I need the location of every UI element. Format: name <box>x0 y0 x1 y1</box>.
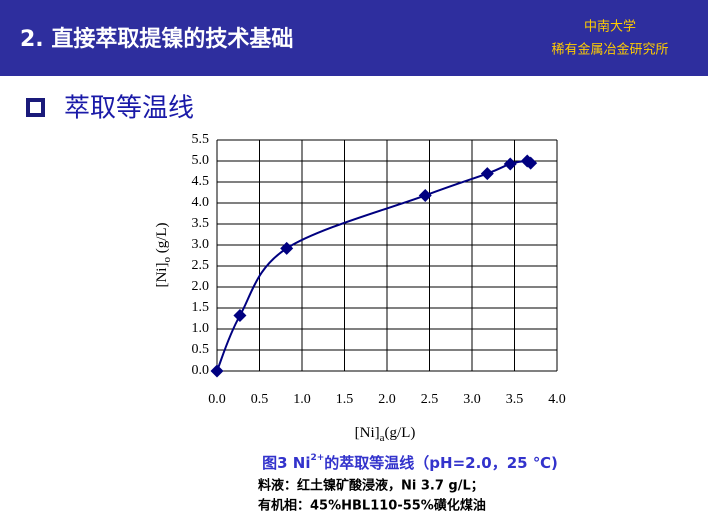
slide-title: 2. 直接萃取提镍的技术基础 <box>20 26 293 52</box>
y-tick-label: 1.5 <box>192 300 210 315</box>
y-tick-label: 0.5 <box>192 342 210 357</box>
x-tick-label: 2.0 <box>378 392 396 407</box>
y-tick-label: 2.0 <box>192 279 210 294</box>
y-tick-label: 1.0 <box>192 321 210 336</box>
note: 料液：红土镍矿酸浸液，Ni 3.7 g/L； <box>258 478 484 494</box>
x-label-main: [Ni] <box>355 425 380 441</box>
y-tick-label: 5.0 <box>192 153 210 168</box>
x-tick-label: 1.0 <box>293 392 311 407</box>
x-tick-label: 4.0 <box>548 392 566 407</box>
caption-pre: 图3 Ni <box>262 454 310 472</box>
bullet <box>26 98 45 117</box>
y-tick-label: 3.5 <box>192 216 210 231</box>
y-tick-label: 4.5 <box>192 174 210 189</box>
section-title: 萃取等温线 <box>64 94 194 124</box>
header-bar <box>0 0 708 76</box>
data-point <box>503 157 517 171</box>
x-tick-label: 3.0 <box>463 392 481 407</box>
note: 有机相：45%HBL110-55%磺化煤油 <box>258 498 486 514</box>
plot: 0.0 0.5 1.0 1.5 2.0 2.5 3.0 3.5 4.0 4.5 5.0 5.5 0.0 0… <box>192 132 566 407</box>
x-tick-label: 1.5 <box>336 392 354 407</box>
org-name: 中南大学 <box>584 19 636 35</box>
x-label-sub: a <box>380 432 385 444</box>
y-label-unit: (g/L) <box>154 222 170 257</box>
y-tick-label: 3.0 <box>192 237 210 252</box>
data-point <box>524 156 538 170</box>
y-tick-label: 2.5 <box>192 258 210 273</box>
y-tick-label: 0.0 <box>192 363 210 378</box>
org-dept: 稀有金属冶金研究所 <box>551 42 668 58</box>
caption-post: 的萃取等温线（pH=2.0，25 ℃) <box>324 454 558 472</box>
x-tick-label: 0.5 <box>251 392 269 407</box>
data-point <box>418 188 432 202</box>
x-tick-label: 0.0 <box>208 392 226 407</box>
x-axis-label: [Ni]a(g/L) <box>355 425 416 443</box>
y-tick-label: 5.5 <box>192 132 210 147</box>
y-tick-label: 4.0 <box>192 195 210 210</box>
x-label-unit: (g/L) <box>385 425 416 441</box>
y-axis-label: [Ni]o (g/L) <box>154 222 172 287</box>
caption: 图3 Ni2+的萃取等温线（pH=2.0，25 ℃) <box>262 453 558 472</box>
data-point <box>210 364 224 378</box>
x-tick-label: 3.5 <box>506 392 524 407</box>
y-label-sub: o <box>161 257 173 263</box>
y-label-main: [Ni] <box>154 263 170 288</box>
caption-sup: 2+ <box>310 453 324 463</box>
data-point <box>280 241 294 255</box>
data-point <box>233 309 247 323</box>
data-point <box>480 167 494 181</box>
x-tick-label: 2.5 <box>421 392 439 407</box>
